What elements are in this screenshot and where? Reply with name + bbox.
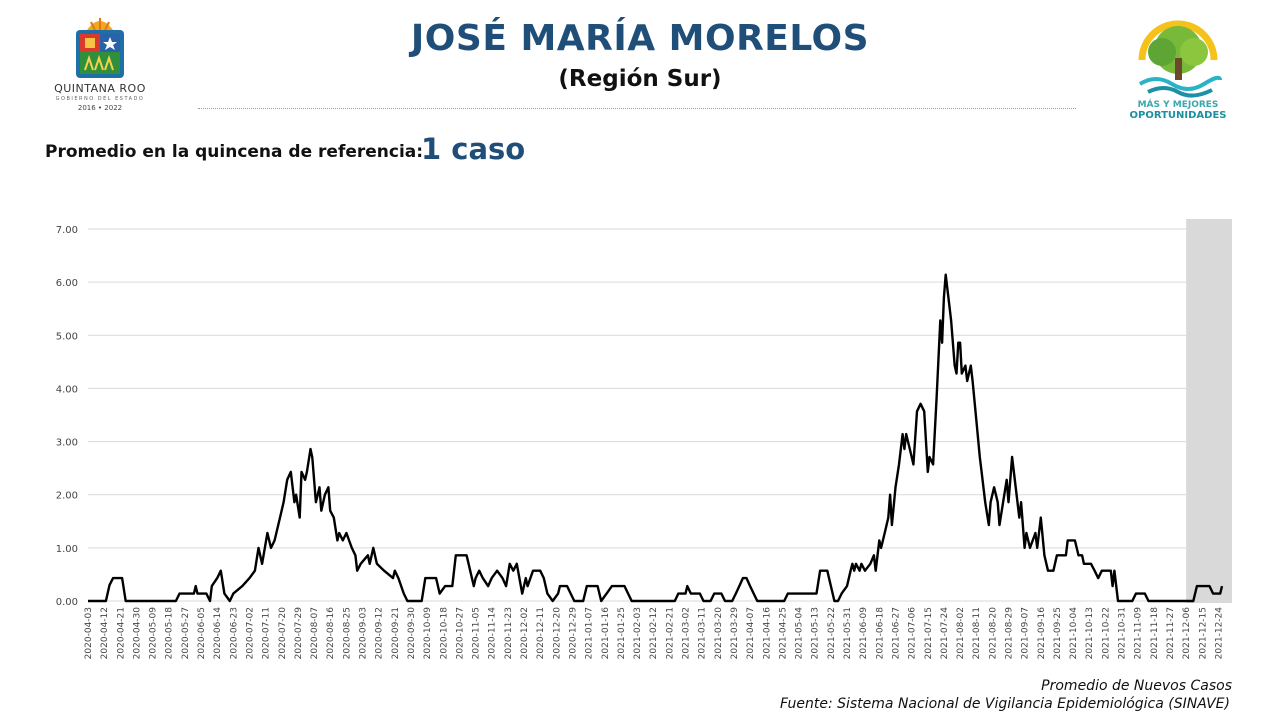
series-line <box>88 273 1224 603</box>
y-tick-label: 0.00 <box>56 597 78 608</box>
x-tick-label: 2020-04-21 <box>116 607 126 659</box>
x-tick-label: 2021-05-04 <box>795 607 805 660</box>
x-tick-label: 2021-07-06 <box>908 607 918 660</box>
x-tick-label: 2020-11-05 <box>472 607 482 659</box>
x-tick-label: 2021-03-11 <box>698 607 708 659</box>
x-tick-label: 2021-06-27 <box>891 607 901 659</box>
x-tick-label: 2020-10-09 <box>423 607 433 660</box>
left-logo-name: QUINTANA ROO <box>54 82 146 95</box>
x-tick-label: 2020-09-30 <box>407 607 417 660</box>
x-tick-label: 2021-02-12 <box>649 607 659 659</box>
x-tick-label: 2021-03-02 <box>682 607 692 659</box>
x-tick-label: 2020-04-03 <box>84 607 94 659</box>
page-subtitle: (Región Sur) <box>558 66 722 92</box>
left-logo-years: 2016 • 2022 <box>77 104 123 112</box>
tree-icon <box>1138 20 1222 98</box>
x-tick-label: 2020-08-07 <box>310 607 320 659</box>
y-tick-label: 3.00 <box>56 438 78 449</box>
x-tick-label: 2020-12-02 <box>520 607 530 659</box>
x-tick-label: 2021-07-15 <box>924 607 934 659</box>
x-tick-label: 2020-09-12 <box>375 607 385 659</box>
reference-period-band <box>1186 219 1232 603</box>
x-tick-label: 2021-02-21 <box>665 607 675 659</box>
x-tick-label: 2020-10-18 <box>439 607 449 660</box>
x-tick-label: 2021-05-13 <box>811 607 821 659</box>
x-tick-label: 2021-08-11 <box>972 607 982 659</box>
y-tick-label: 6.00 <box>56 278 78 289</box>
x-tick-label: 2020-12-11 <box>536 607 546 659</box>
x-tick-label: 2021-12-15 <box>1198 607 1208 659</box>
quintana-roo-logo: QUINTANA ROO GOBIERNO DEL ESTADO 2016 • … <box>44 18 156 113</box>
x-tick-label: 2020-05-09 <box>149 607 159 660</box>
x-tick-label: 2020-08-16 <box>326 607 336 660</box>
x-tick-label: 2020-12-29 <box>568 607 578 660</box>
x-tick-label: 2020-06-05 <box>197 607 207 659</box>
x-tick-label: 2021-06-18 <box>875 607 885 660</box>
x-tick-label: 2021-08-29 <box>1005 607 1015 660</box>
x-tick-label: 2021-06-09 <box>859 607 869 660</box>
kpi-label: Promedio en la quincena de referencia: <box>45 142 424 162</box>
x-tick-label: 2020-09-21 <box>391 607 401 659</box>
x-tick-label: 2020-07-11 <box>262 607 272 659</box>
x-tick-label: 2021-02-03 <box>633 607 643 659</box>
series-caption: Promedio de Nuevos Casos <box>1041 678 1232 694</box>
x-tick-label: 2021-04-07 <box>746 607 756 659</box>
x-tick-label: 2021-04-16 <box>762 607 772 660</box>
x-tick-label: 2021-09-07 <box>1021 607 1031 659</box>
x-tick-label: 2020-05-27 <box>181 607 191 659</box>
x-tick-label: 2020-06-14 <box>213 607 223 660</box>
x-tick-label: 2021-09-25 <box>1053 607 1063 659</box>
x-tick-label: 2020-04-30 <box>132 607 142 660</box>
x-tick-label: 2021-05-22 <box>827 607 837 659</box>
x-tick-label: 2021-01-25 <box>617 607 627 659</box>
x-tick-label: 2021-01-16 <box>601 607 611 660</box>
x-tick-label: 2020-08-25 <box>342 607 352 659</box>
x-tick-label: 2021-12-24 <box>1214 607 1224 660</box>
x-tick-label: 2021-10-22 <box>1101 607 1111 659</box>
x-tick-label: 2021-11-09 <box>1134 607 1144 660</box>
x-tick-label: 2021-04-25 <box>778 607 788 659</box>
source-caption: Fuente: Sistema Nacional de Vigilancia E… <box>780 696 1230 712</box>
x-tick-label: 2020-07-02 <box>245 607 255 659</box>
x-tick-label: 2021-08-02 <box>956 607 966 659</box>
right-logo-line2: OPORTUNIDADES <box>1129 110 1227 121</box>
x-tick-label: 2021-10-31 <box>1118 607 1128 659</box>
y-tick-label: 1.00 <box>56 544 78 555</box>
y-tick-label: 2.00 <box>56 491 78 502</box>
x-tick-label: 2021-01-07 <box>585 607 595 659</box>
x-tick-label: 2021-10-04 <box>1069 607 1079 660</box>
x-tick-label: 2021-05-31 <box>843 607 853 659</box>
x-tick-label: 2020-07-29 <box>294 607 304 660</box>
x-tick-label: 2020-12-20 <box>552 607 562 660</box>
x-tick-label: 2021-07-24 <box>940 607 950 660</box>
x-tick-label: 2020-10-27 <box>455 607 465 659</box>
x-tick-label: 2020-06-23 <box>229 607 239 659</box>
x-tick-label: 2020-11-23 <box>504 607 514 659</box>
x-tick-label: 2020-09-03 <box>359 607 369 659</box>
x-tick-label: 2020-04-12 <box>100 607 110 659</box>
header-divider <box>198 108 1076 109</box>
page-title: JOSÉ MARÍA MORELOS <box>410 18 870 59</box>
x-tick-label: 2021-03-20 <box>714 607 724 660</box>
line-chart: 0.00 1.00 2.00 3.00 4.00 5.00 6.00 7.00 2020-04-… <box>56 219 1232 660</box>
x-tick-label: 2020-11-14 <box>488 607 498 660</box>
coat-of-arms-icon <box>76 18 124 78</box>
right-logo-line1: MÁS Y MEJORES <box>1137 100 1219 110</box>
left-logo-gov: GOBIERNO DEL ESTADO <box>55 96 145 102</box>
x-tick-label: 2020-07-20 <box>278 607 288 660</box>
x-tick-label: 2021-12-06 <box>1182 607 1192 660</box>
x-tick-label: 2021-10-13 <box>1085 607 1095 659</box>
x-tick-label: 2021-11-18 <box>1150 607 1160 660</box>
x-tick-label: 2021-08-20 <box>988 607 998 660</box>
y-tick-label: 5.00 <box>56 331 78 342</box>
x-tick-label: 2021-09-16 <box>1037 607 1047 660</box>
y-tick-label: 4.00 <box>56 384 78 395</box>
x-tick-label: 2021-03-29 <box>730 607 740 660</box>
x-tick-label: 2021-11-27 <box>1166 607 1176 659</box>
x-tick-label: 2020-05-18 <box>165 607 175 660</box>
y-tick-label: 7.00 <box>56 225 78 236</box>
oportunidades-logo: MÁS Y MEJORES OPORTUNIDADES <box>1118 20 1238 121</box>
kpi-value: 1 caso <box>421 132 526 166</box>
